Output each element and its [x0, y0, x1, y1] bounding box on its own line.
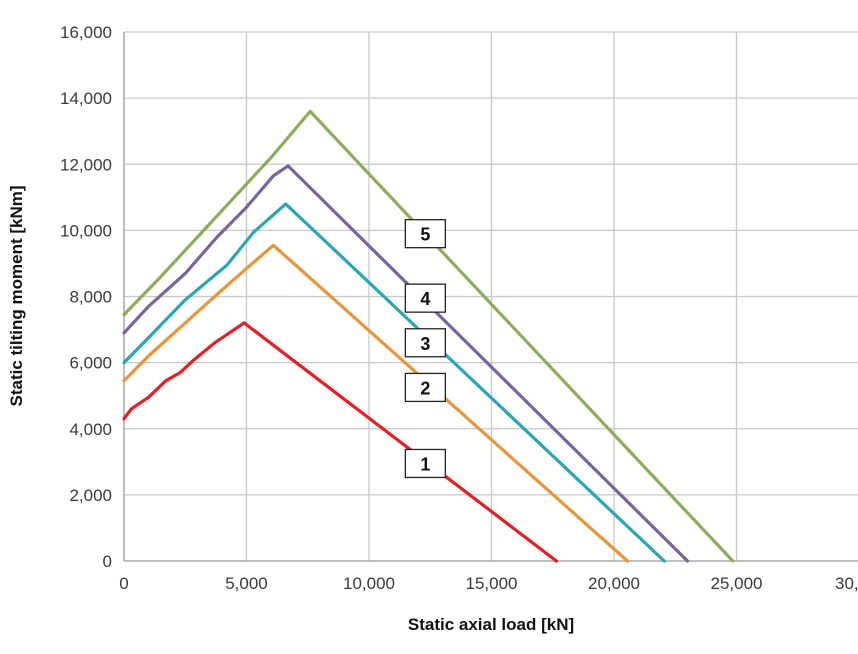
y-tick-label: 6,000	[69, 354, 112, 373]
series-tag-4: 4	[404, 283, 447, 313]
y-tick-label: 4,000	[69, 420, 112, 439]
series-tag-label: 4	[420, 289, 430, 309]
series-line-1	[122, 321, 559, 563]
y-tick-label: 16,000	[60, 23, 112, 42]
x-axis-title: Static axial load [kN]	[408, 615, 574, 634]
series-tag-1: 1	[404, 448, 447, 479]
series-tag-label: 1	[420, 454, 430, 474]
y-tick-label: 14,000	[60, 89, 112, 108]
y-axis-title: Static tilting moment [kNm]	[7, 185, 26, 406]
series-tag-box	[404, 328, 447, 358]
x-tick-label: 25,000	[711, 574, 763, 593]
series-line-4	[122, 164, 690, 563]
x-tick-label: 0	[119, 574, 128, 593]
tick-labels: 0 2,000 4,000 6,000 8,000 10,000 12,000 14,000 1…	[60, 23, 858, 593]
series-tag-box	[404, 372, 447, 403]
series-line-3	[122, 202, 666, 563]
series-tag-box	[404, 283, 447, 313]
y-tick-label: 8,000	[69, 288, 112, 307]
series-line-5	[122, 109, 735, 563]
series-lines	[122, 109, 735, 563]
series-line-2	[122, 243, 630, 563]
x-tick-label: 30,0	[835, 574, 858, 593]
y-tick-label: 2,000	[69, 486, 112, 505]
series-tag-2: 2	[404, 372, 447, 403]
x-tick-label: 15,000	[466, 574, 518, 593]
y-tick-label: 10,000	[60, 221, 112, 240]
y-tick-label: 12,000	[60, 155, 112, 174]
axes	[123, 32, 858, 562]
series-tag-label: 2	[420, 378, 430, 398]
series-tag-label: 5	[420, 225, 430, 245]
series-tag-label: 3	[420, 334, 430, 354]
series-tag-box	[404, 219, 447, 249]
x-tick-label: 5,000	[225, 574, 268, 593]
series-tag-5: 5	[404, 219, 447, 249]
y-tick-label: 0	[103, 552, 112, 571]
x-tick-label: 10,000	[343, 574, 395, 593]
series-tag-box	[404, 448, 447, 479]
series-tag-3: 3	[404, 328, 447, 358]
x-tick-label: 20,000	[588, 574, 640, 593]
series-tags: 1 2 3 4 5	[404, 219, 447, 479]
grid	[124, 31, 858, 561]
